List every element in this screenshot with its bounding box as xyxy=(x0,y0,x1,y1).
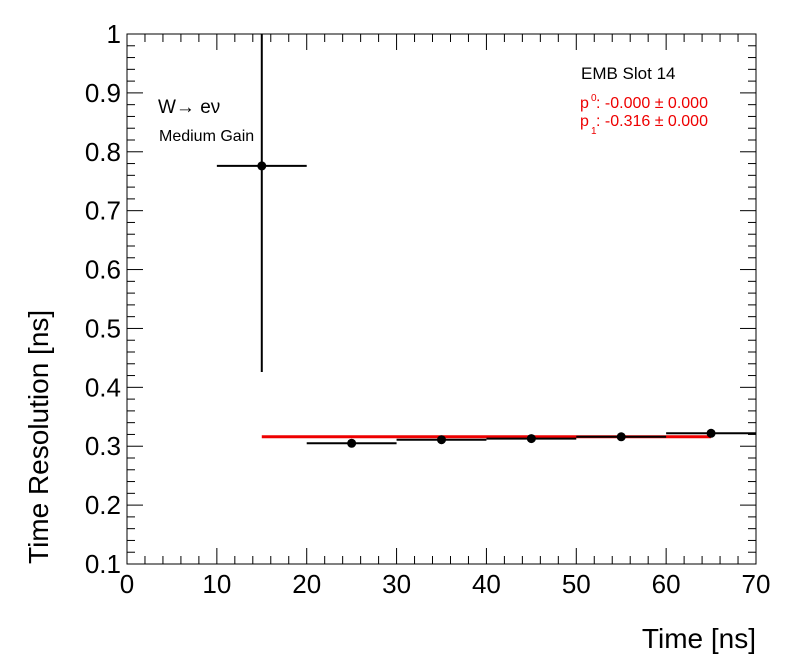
x-tick-label: 10 xyxy=(202,569,231,599)
data-points-layer xyxy=(216,34,756,448)
y-tick-label: 0.4 xyxy=(85,372,121,402)
p1-subscript: 1 xyxy=(591,126,597,137)
y-tick-label: 1 xyxy=(107,19,121,49)
p0-value: : -0.000 ± 0.000 xyxy=(596,95,708,112)
x-tick-label: 20 xyxy=(292,569,321,599)
x-tick-label: 0 xyxy=(120,569,134,599)
y-tick-label: 0.2 xyxy=(85,490,121,520)
data-point xyxy=(526,434,536,444)
p1-value: : -0.316 ± 0.000 xyxy=(596,113,708,130)
plot-frame xyxy=(126,33,757,565)
x-tick-label: 40 xyxy=(472,569,501,599)
x-tick-label: 60 xyxy=(652,569,681,599)
x-axis-label: Time [ns] xyxy=(642,623,756,654)
fit-param-p1: p 1 : -0.316 ± 0.000 xyxy=(580,113,708,137)
process-annotation: W→ eν xyxy=(158,97,220,118)
data-point xyxy=(347,438,357,448)
gain-annotation: Medium Gain xyxy=(159,128,254,145)
p0-label: p xyxy=(580,95,589,112)
y-tick-label: 0.5 xyxy=(85,313,121,343)
y-tick-label: 0.6 xyxy=(85,255,121,285)
y-axis-label: Time Resolution [ns] xyxy=(23,310,54,564)
data-point xyxy=(437,435,446,445)
x-tick-label: 30 xyxy=(382,569,411,599)
data-point xyxy=(257,161,267,171)
fit-param-p0: p 0 : -0.000 ± 0.000 xyxy=(580,93,708,112)
y-tick-label: 0.7 xyxy=(85,196,121,226)
y-tick-label: 0.1 xyxy=(85,549,121,579)
y-tick-label: 0.3 xyxy=(85,431,121,461)
x-tick-label: 50 xyxy=(562,569,591,599)
p0-subscript: 0 xyxy=(591,93,597,104)
tick-labels-layer: 0 10 20 30 40 50 60 700.10.20.30.40.50.60.70.80… xyxy=(85,19,771,599)
p1-label: p xyxy=(580,113,589,130)
axis-ticks xyxy=(126,33,757,565)
x-tick-label: 70 xyxy=(742,569,771,599)
slot-annotation: EMB Slot 14 xyxy=(581,64,676,83)
data-point xyxy=(616,432,626,442)
data-point xyxy=(706,428,716,438)
y-tick-label: 0.8 xyxy=(85,137,121,167)
y-tick-label: 0.9 xyxy=(85,78,121,108)
